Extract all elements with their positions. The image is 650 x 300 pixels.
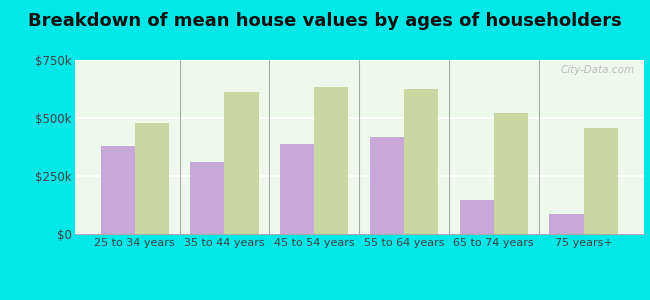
- Text: Breakdown of mean house values by ages of householders: Breakdown of mean house values by ages o…: [28, 12, 622, 30]
- Bar: [549, 214, 584, 234]
- Text: City-Data.com: City-Data.com: [561, 65, 635, 75]
- Bar: [135, 123, 169, 234]
- Bar: [101, 146, 135, 234]
- Bar: [224, 92, 259, 234]
- Bar: [280, 143, 314, 234]
- Bar: [314, 87, 348, 234]
- Bar: [494, 113, 528, 234]
- Bar: [370, 136, 404, 234]
- Bar: [460, 200, 494, 234]
- Bar: [190, 162, 224, 234]
- Bar: [584, 128, 618, 234]
- Bar: [404, 89, 438, 234]
